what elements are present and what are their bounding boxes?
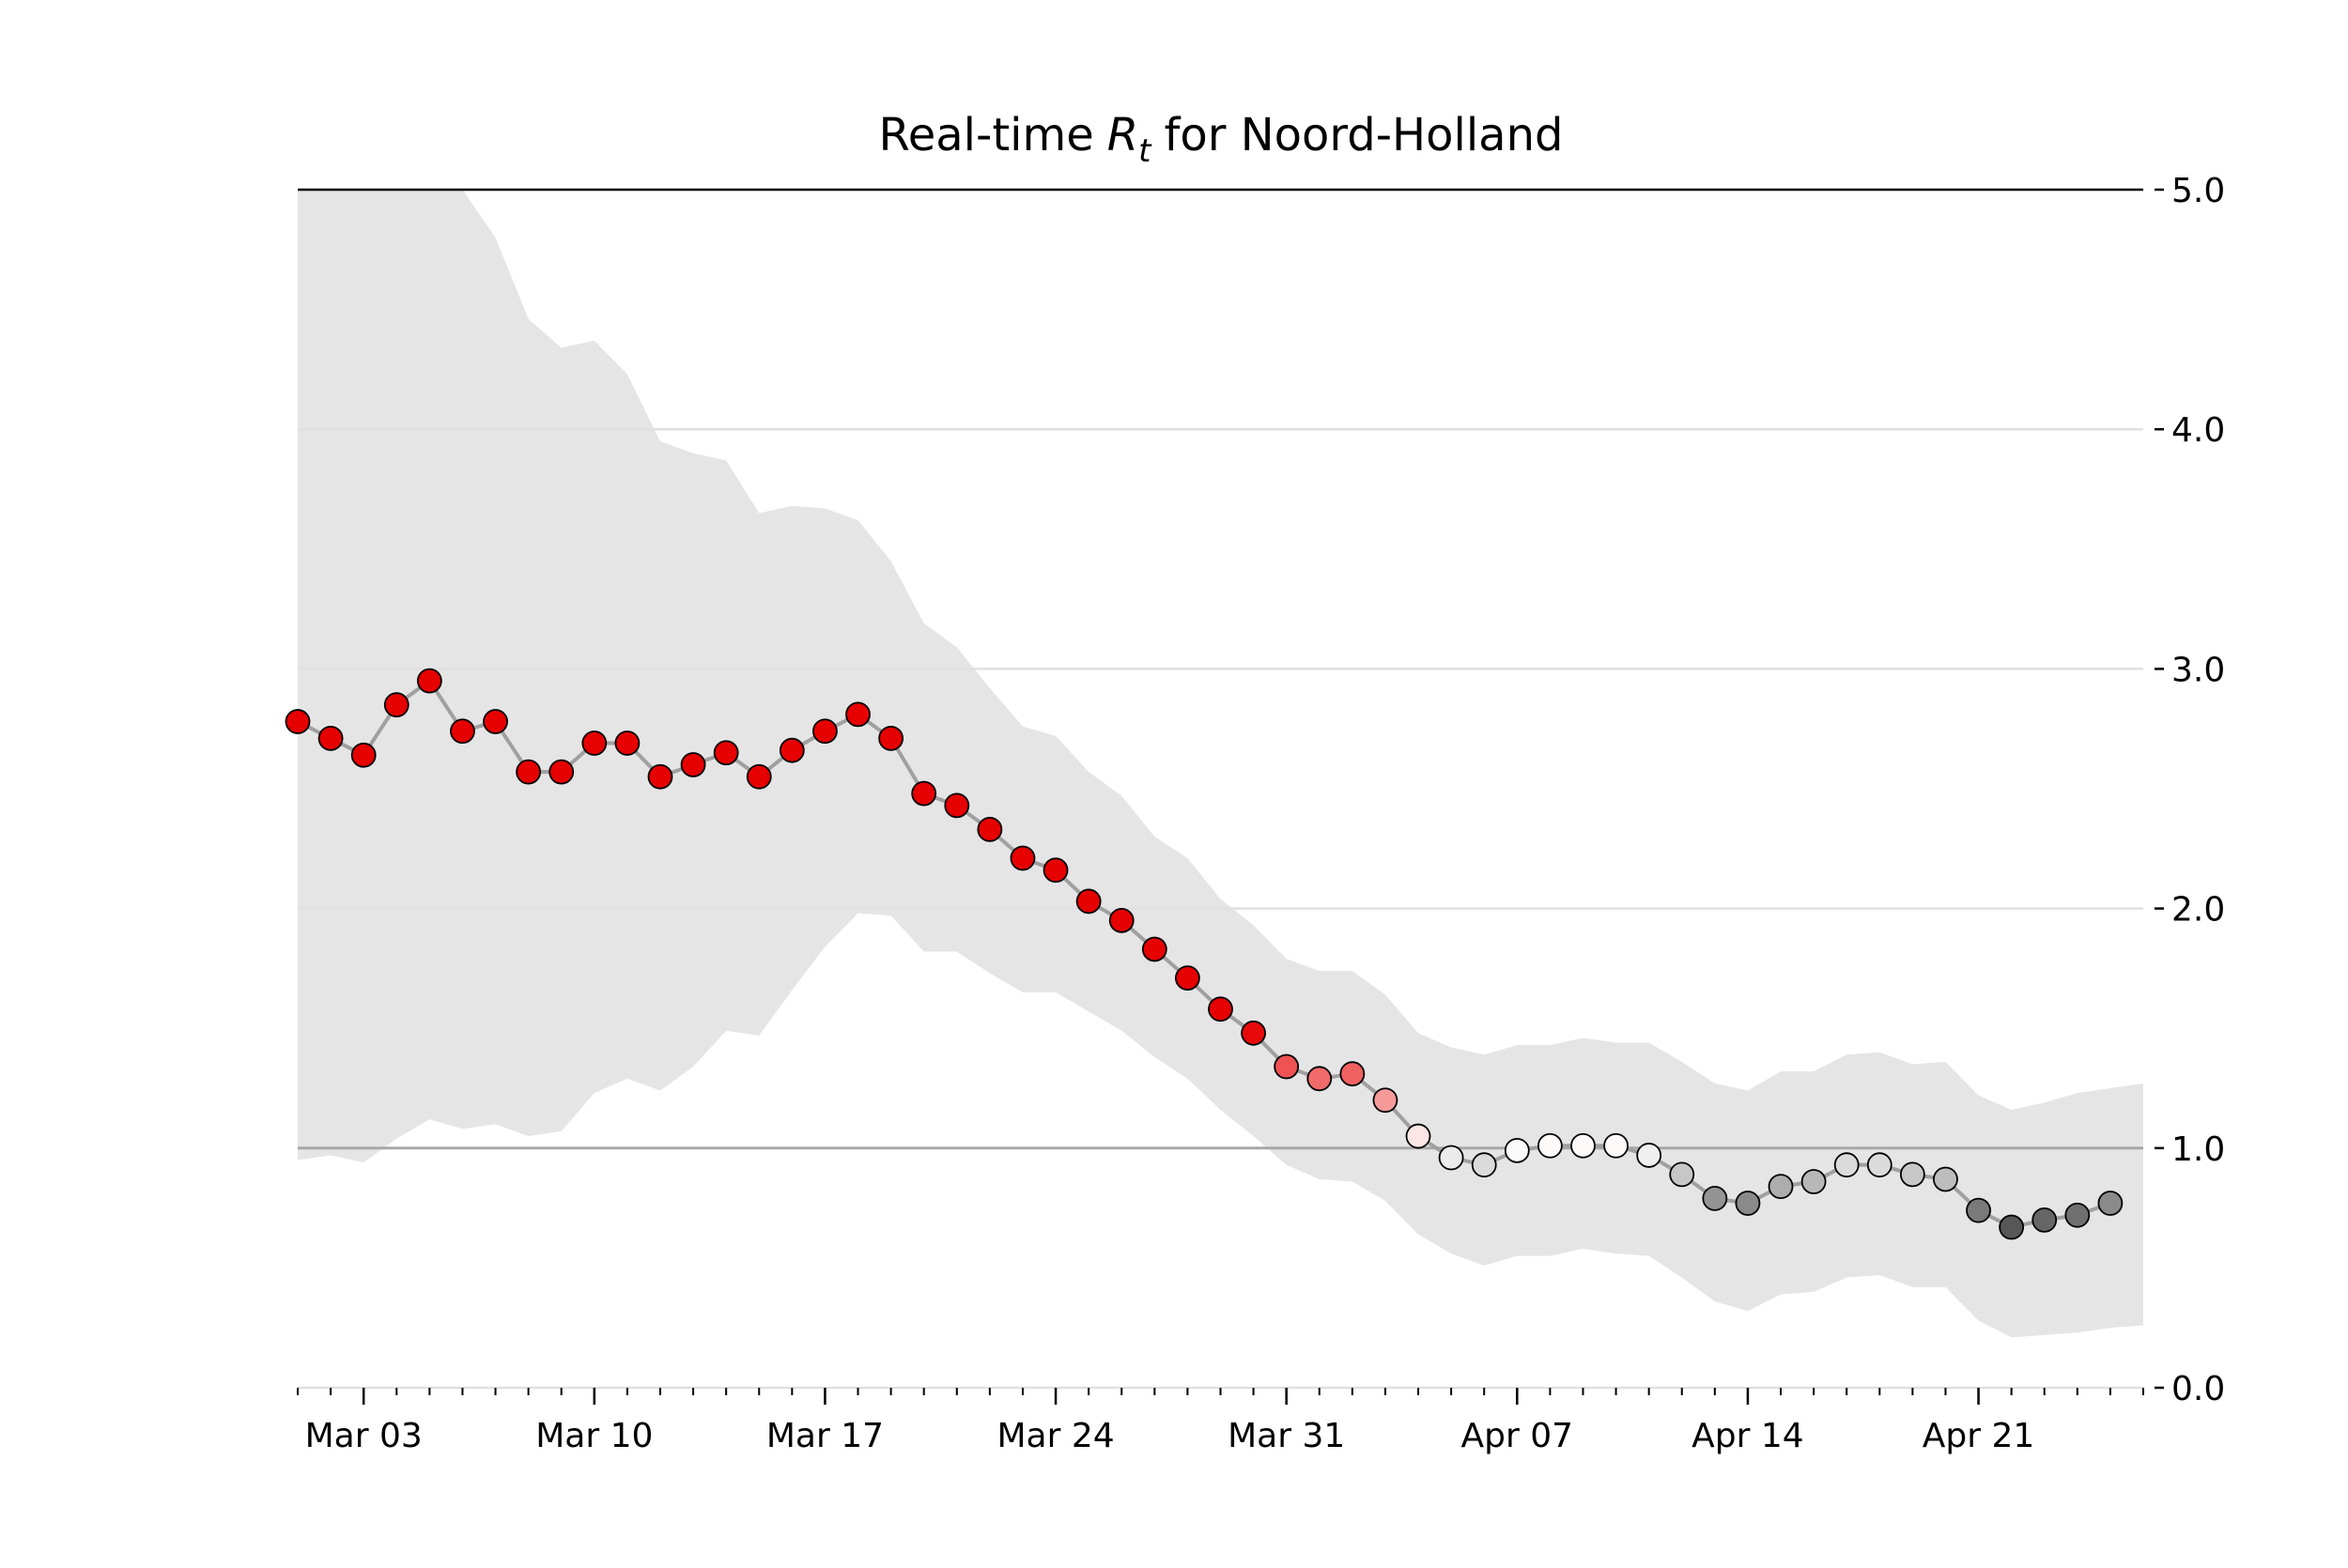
- x-tick-label: Apr 07: [1461, 1417, 1574, 1455]
- rt-point: [1141, 936, 1167, 962]
- rt-point: [581, 730, 608, 756]
- rt-point: [1471, 1152, 1497, 1178]
- title-suffix: for Noord-Holland: [1164, 109, 1563, 161]
- rt-point: [911, 780, 937, 807]
- rt-point: [1208, 996, 1233, 1022]
- rt-point: [1274, 1053, 1300, 1080]
- rt-point: [1043, 857, 1069, 884]
- rt-point: [977, 816, 1003, 842]
- x-tick-label: Mar 24: [996, 1417, 1114, 1455]
- rt-point: [1108, 907, 1135, 933]
- rt-point: [746, 763, 772, 790]
- confidence-band: [298, 190, 2143, 1338]
- rt-point: [1999, 1214, 2025, 1240]
- title-subscript: t: [1138, 132, 1152, 170]
- rt-point: [2064, 1202, 2091, 1228]
- rt-point: [383, 692, 409, 718]
- rt-point: [1669, 1161, 1695, 1188]
- rt-point: [845, 701, 871, 728]
- rt-point: [713, 740, 739, 766]
- rt-point: [350, 742, 377, 768]
- y-tick-label: 3.0: [2171, 651, 2225, 689]
- rt-point: [285, 709, 311, 734]
- y-tick-label: 5.0: [2171, 172, 2225, 210]
- rt-point: [2031, 1207, 2058, 1233]
- rt-point: [1339, 1061, 1366, 1087]
- rt-point: [416, 668, 442, 694]
- y-tick-label: 1.0: [2171, 1130, 2225, 1169]
- rt-point: [680, 752, 706, 777]
- rt-point: [516, 759, 542, 785]
- rt-point: [647, 763, 673, 790]
- rt-point: [1899, 1161, 1925, 1188]
- rt-point: [1175, 965, 1200, 992]
- rt-point: [812, 718, 838, 745]
- rt-point: [878, 726, 904, 751]
- rt-point: [1405, 1123, 1431, 1149]
- title-symbol: R: [1107, 109, 1138, 161]
- rt-point: [1768, 1174, 1794, 1200]
- rt-point: [1735, 1191, 1761, 1216]
- x-tick-label: Mar 10: [535, 1417, 653, 1455]
- rt-point: [1702, 1185, 1728, 1211]
- rt-point: [1966, 1197, 1991, 1223]
- rt-point: [1537, 1132, 1563, 1159]
- rt-point: [944, 792, 970, 819]
- rt-point: [1933, 1166, 1958, 1192]
- rt-point: [1833, 1152, 1860, 1178]
- rt-point: [450, 718, 475, 745]
- x-tick-label: Mar 03: [305, 1417, 423, 1455]
- rt-point: [2097, 1191, 2124, 1216]
- rt-point: [779, 737, 805, 763]
- x-tick-label: Mar 31: [1228, 1417, 1345, 1455]
- y-tick-label: 4.0: [2171, 411, 2225, 450]
- rt-point: [1603, 1132, 1629, 1159]
- rt-point: [1866, 1152, 1892, 1178]
- rt-point: [317, 726, 344, 751]
- x-tick-label: Mar 17: [766, 1417, 884, 1455]
- x-tick-label: Apr 21: [1923, 1417, 2035, 1455]
- rt-point: [1636, 1143, 1662, 1168]
- rt-point: [1800, 1169, 1827, 1194]
- rt-point: [1504, 1137, 1530, 1163]
- rt-point: [1075, 888, 1102, 915]
- rt-point: [483, 709, 508, 734]
- rt-point: [548, 759, 575, 785]
- rt-point: [1306, 1066, 1333, 1092]
- rt-point: [1438, 1145, 1464, 1171]
- y-tick-label: 0.0: [2171, 1370, 2225, 1408]
- chart-title: Real-time Rt for Noord-Holland: [879, 109, 1564, 170]
- rt-point: [1241, 1020, 1266, 1046]
- x-tick-label: Apr 14: [1691, 1417, 1804, 1455]
- rt-point: [614, 730, 641, 756]
- rt-point: [1372, 1087, 1398, 1114]
- rt-point: [1010, 845, 1036, 871]
- y-tick-label: 2.0: [2171, 891, 2225, 930]
- title-prefix: Real-time: [879, 109, 1094, 161]
- rt-point: [1570, 1132, 1596, 1159]
